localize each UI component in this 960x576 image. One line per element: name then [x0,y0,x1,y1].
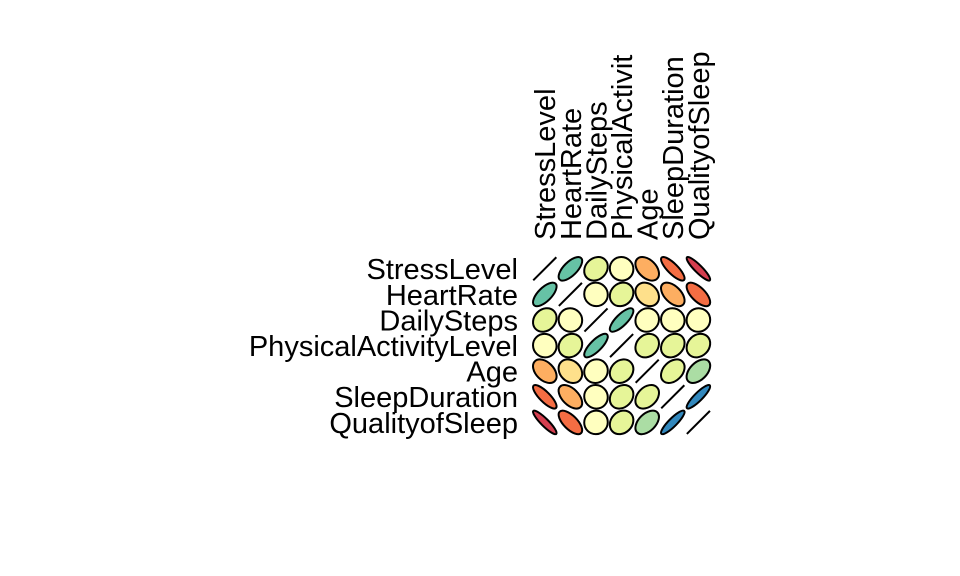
column-label: DailySteps [581,101,613,240]
correlation-ellipse [608,281,635,308]
correlation-ellipse [660,307,686,333]
row-label: QualityofSleep [329,408,518,440]
correlation-ellipse [608,409,635,436]
column-label: Age [633,188,665,240]
correlation-ellipse [532,409,558,436]
correlation-ellipse [557,409,584,436]
correlation-ellipse [634,281,660,308]
correlation-ellipse [608,256,635,282]
correlation-ellipse [660,358,686,384]
correlation-ellipse [685,307,712,333]
row-label: PhysicalActivityLevel [249,331,518,363]
row-label: SleepDuration [334,382,518,414]
diagonal-line [532,256,558,282]
correlation-ellipse [685,358,712,384]
row-label: DailySteps [379,305,518,337]
correlation-ellipse [685,256,712,282]
diagonal-line [686,410,711,435]
correlation-ellipse [608,358,635,384]
correlation-ellipse [685,281,712,308]
column-label: QualityofSleep [684,51,716,240]
correlation-ellipse [660,409,686,436]
correlation-ellipse [532,281,558,308]
correlation-ellipse [634,256,660,282]
diagonal-line [583,307,609,333]
row-label: Age [466,357,518,389]
correlation-ellipse [557,358,584,384]
correlation-ellipse [634,307,660,333]
correlation-ellipse [557,256,584,282]
correlation-ellipse [532,332,558,359]
correlation-ellipse [532,307,558,333]
diagonal-line [609,333,634,358]
correlation-ellipse [685,332,712,359]
correlation-ellipse [557,307,584,333]
correlation-ellipse [608,307,635,333]
correlation-ellipse [583,409,609,436]
column-label: PhysicalActivit [607,55,639,240]
row-label: HeartRate [386,280,518,312]
matrix-cells [532,256,712,436]
correlation-ellipse [634,332,660,359]
correlation-ellipse [583,384,609,410]
correlation-ellipse [583,256,609,282]
correlation-ellipse [583,332,609,359]
correlation-ellipse [660,332,686,359]
column-label: SleepDuration [658,56,690,240]
diagonal-line [634,358,660,384]
correlation-ellipse [634,409,660,436]
correlation-ellipse [583,358,609,384]
correlation-ellipse [685,384,712,410]
correlation-ellipse [634,384,660,410]
diagonal-line [558,282,583,307]
row-label: StressLevel [366,254,518,286]
correlation-ellipse [660,256,686,282]
correlation-ellipse [557,384,584,410]
correlation-ellipse [557,332,584,359]
correlation-ellipse [583,281,609,308]
row-labels: StressLevelHeartRateDailyStepsPhysicalAc… [249,254,518,440]
column-labels: StressLevelHeartRateDailyStepsPhysicalAc… [530,51,716,240]
correlation-ellipse [660,281,686,308]
correlation-ellipse [608,384,635,410]
correlation-ellipse [532,358,558,384]
column-label: HeartRate [556,108,588,240]
correlation-ellipse [532,384,558,410]
diagonal-line [660,384,686,410]
column-label: StressLevel [530,88,562,240]
